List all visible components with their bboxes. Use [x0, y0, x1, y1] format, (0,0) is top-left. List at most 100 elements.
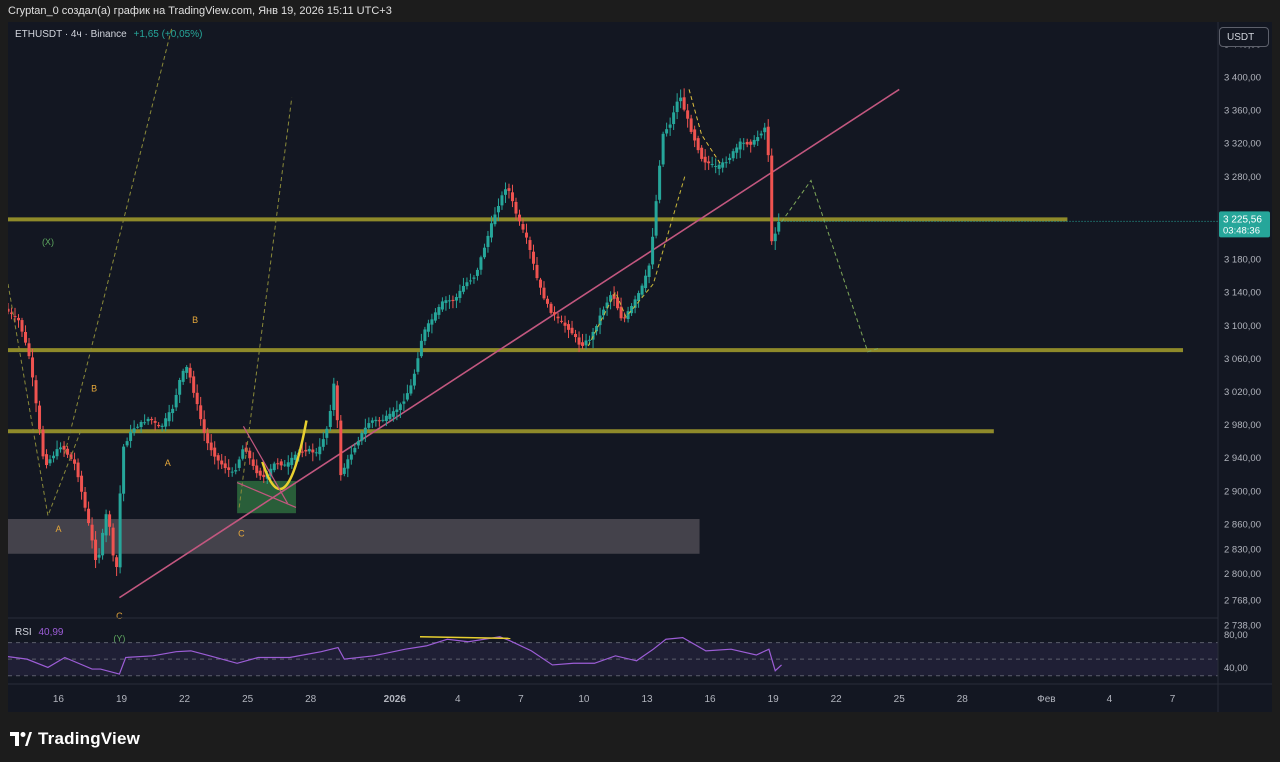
time-tick-label: Фев: [1037, 694, 1055, 705]
candle-body: [423, 329, 427, 342]
candle-body: [749, 141, 753, 145]
candle-body: [24, 331, 28, 343]
candle-body: [682, 97, 686, 110]
candle-body: [742, 142, 746, 144]
candle-body: [192, 376, 196, 393]
candle-body: [630, 305, 634, 314]
candle-body: [286, 462, 290, 467]
candle-body: [763, 127, 767, 133]
candle-body: [539, 279, 543, 288]
time-tick-label: 22: [179, 694, 191, 705]
candle-body: [321, 439, 325, 447]
candle-body: [188, 367, 192, 378]
candle-body: [731, 151, 735, 159]
rsi-legend[interactable]: RSI 40,99: [15, 627, 63, 638]
candle-body: [616, 297, 620, 309]
projection-path: [781, 179, 879, 353]
candle-body: [213, 447, 217, 457]
candle-body: [577, 337, 581, 345]
time-tick-label: 10: [578, 694, 590, 705]
candle-body: [437, 307, 441, 315]
candle-body: [514, 201, 518, 214]
candle-body: [640, 285, 644, 295]
candle-body: [111, 527, 115, 556]
candle-body: [195, 392, 199, 405]
candles-layer: [8, 88, 781, 577]
levels-layer: [8, 217, 1184, 434]
price-tick-label: 2 800,00: [1224, 569, 1261, 580]
candle-body: [619, 306, 623, 319]
candle-body: [623, 317, 627, 319]
rsi-tick-label: 80,00: [1224, 630, 1248, 641]
currency-button[interactable]: USDT: [1219, 27, 1269, 47]
wave-label: A: [55, 524, 61, 534]
candle-body: [668, 124, 672, 128]
candle-body: [517, 214, 521, 222]
candle-body: [269, 468, 273, 476]
candle-body: [125, 441, 129, 446]
candle-body: [94, 539, 98, 560]
candle-body: [199, 405, 203, 420]
highlight-curve: [261, 420, 308, 491]
candle-body: [567, 324, 571, 330]
candle-body: [367, 423, 371, 428]
candle-body: [59, 447, 63, 450]
candle-body: [31, 357, 35, 378]
time-tick-label: 25: [894, 694, 906, 705]
time-tick-label: 19: [768, 694, 780, 705]
candle-body: [311, 449, 315, 453]
time-tick-label: 4: [1107, 694, 1113, 705]
rsi-tick-label: 40,00: [1224, 663, 1248, 674]
projection-path: [64, 27, 173, 454]
candle-body: [381, 419, 385, 421]
price-tick-label: 3 020,00: [1224, 387, 1261, 398]
candle-body: [465, 282, 469, 287]
candle-body: [584, 340, 588, 346]
candle-body: [454, 297, 458, 301]
candle-body: [574, 333, 578, 338]
candle-body: [672, 112, 676, 125]
candle-body: [496, 206, 500, 213]
candle-body: [108, 514, 112, 527]
projection-path: [8, 283, 83, 518]
candle-body: [756, 137, 760, 142]
symbol-legend[interactable]: ETHUSDT · 4ч · Binance +1,65 (+0,05%): [15, 29, 202, 40]
price-tick-label: 3 400,00: [1224, 73, 1261, 84]
price-tick-label: 2 830,00: [1224, 544, 1261, 555]
candle-body: [248, 450, 252, 459]
time-tick-label: 7: [1170, 694, 1176, 705]
candle-body: [605, 302, 609, 309]
candle-body: [167, 412, 171, 422]
candle-body: [395, 409, 399, 412]
minor-trendline: [242, 425, 289, 504]
candle-body: [633, 299, 637, 308]
candle-body: [48, 459, 52, 464]
candle-body: [626, 311, 630, 320]
candle-body: [647, 265, 651, 277]
candle-body: [686, 110, 690, 119]
candle-body: [34, 380, 38, 404]
rsi-value: 40,99: [38, 627, 64, 638]
candle-body: [556, 316, 560, 319]
candle-body: [353, 447, 357, 453]
candle-body: [223, 463, 227, 469]
candle-body: [90, 524, 94, 541]
wave-label: B: [91, 384, 97, 394]
candle-body: [146, 418, 150, 422]
price-change: +1,65 (+0,05%): [133, 29, 203, 40]
candle-body: [591, 331, 595, 340]
tradingview-logo[interactable]: TradingView: [10, 729, 140, 749]
candle-body: [675, 101, 679, 113]
time-tick-label: 22: [831, 694, 843, 705]
candle-body: [549, 303, 553, 313]
time-tick-label: 2026: [384, 694, 407, 705]
footer-bar: [0, 712, 1280, 762]
price-tick-label: 3 140,00: [1224, 288, 1261, 299]
price-tick-label: 3 280,00: [1224, 172, 1261, 183]
candle-body: [766, 126, 770, 156]
candle-body: [251, 459, 255, 466]
candle-body: [335, 385, 339, 421]
candle-body: [206, 433, 210, 444]
candle-body: [412, 373, 416, 386]
